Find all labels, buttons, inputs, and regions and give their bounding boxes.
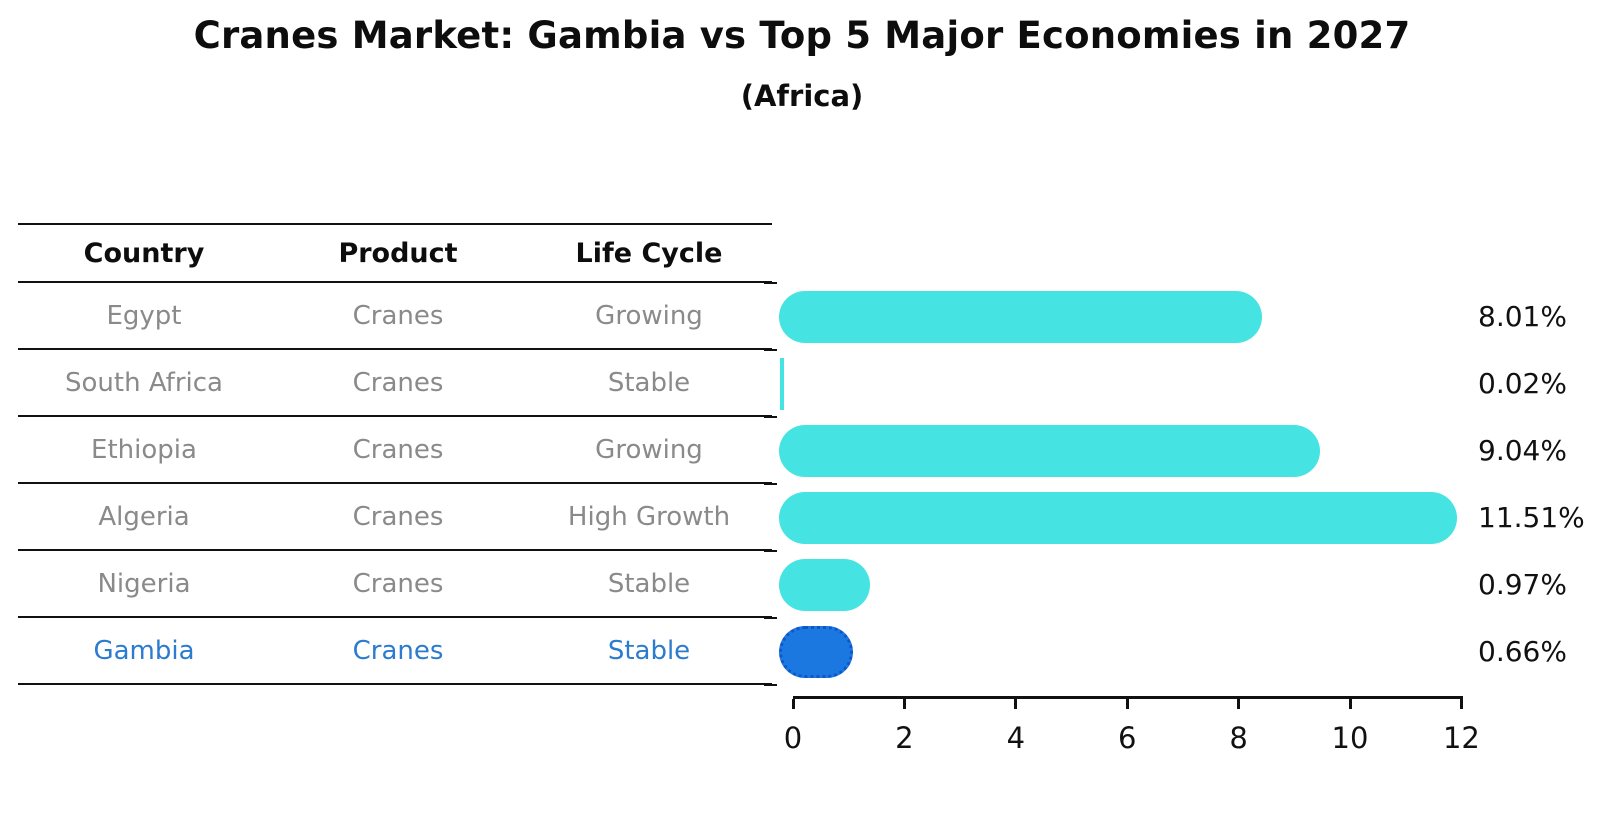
product-cell: Cranes — [352, 434, 444, 465]
product-cell: Cranes — [352, 367, 444, 398]
table-row: Ethiopia Cranes Growing — [18, 417, 772, 484]
country-cell: Algeria — [98, 501, 190, 532]
chart-title: Cranes Market: Gambia vs Top 5 Major Eco… — [193, 14, 1411, 57]
bar — [779, 492, 1457, 544]
x-axis-tick — [1125, 699, 1129, 709]
bar — [780, 358, 784, 410]
lifecycle-cell: High Growth — [567, 501, 731, 532]
bar-value-label: 11.51% — [1478, 501, 1585, 534]
x-axis-line — [793, 696, 1463, 699]
x-axis-tick-label: 0 — [783, 721, 803, 755]
table-row: South Africa Cranes Stable — [18, 350, 772, 417]
country-cell: Gambia — [93, 635, 195, 666]
table-row: Egypt Cranes Growing — [18, 283, 772, 350]
bar-value-label: 0.02% — [1478, 367, 1567, 400]
y-axis-tick — [764, 617, 777, 619]
country-cell: Ethiopia — [91, 434, 197, 465]
table-header-lifecycle: Life Cycle — [575, 237, 723, 269]
x-axis-tick — [1014, 699, 1018, 709]
bar-value-label: 8.01% — [1478, 300, 1567, 333]
table-row: Algeria Cranes High Growth — [18, 484, 772, 551]
table-body: Egypt Cranes Growing South Africa Cranes… — [18, 283, 772, 685]
bar-value-label: 0.97% — [1478, 568, 1567, 601]
x-axis-tick — [1237, 699, 1241, 709]
country-cell: Egypt — [106, 300, 182, 331]
bar-value-label: 0.66% — [1478, 635, 1567, 668]
bar — [779, 626, 853, 678]
x-axis-tick — [791, 699, 795, 709]
table-row: Gambia Cranes Stable — [18, 618, 772, 685]
bar-row: 9.04% — [778, 417, 1604, 484]
y-axis-tick — [764, 684, 777, 686]
product-cell: Cranes — [352, 501, 444, 532]
y-axis-tick — [764, 282, 777, 284]
lifecycle-cell: Growing — [595, 300, 703, 331]
y-axis-tick — [764, 416, 777, 418]
lifecycle-cell: Stable — [607, 635, 691, 666]
x-axis-tick-label: 12 — [1442, 721, 1480, 755]
country-cell: Nigeria — [97, 568, 191, 599]
x-axis-tick-label: 4 — [1006, 721, 1026, 755]
bar-row: 0.02% — [778, 350, 1604, 417]
bar — [779, 425, 1320, 477]
y-axis-tick — [764, 550, 777, 552]
product-cell: Cranes — [352, 568, 444, 599]
product-cell: Cranes — [352, 300, 444, 331]
bar-row: 0.66% — [778, 618, 1604, 685]
x-axis-tick — [1459, 699, 1463, 709]
bar-row: 8.01% — [778, 283, 1604, 350]
x-axis-tick — [902, 699, 906, 709]
bar — [779, 559, 870, 611]
lifecycle-cell: Stable — [607, 568, 691, 599]
bar-row: 0.97% — [778, 551, 1604, 618]
x-axis-tick-label: 8 — [1229, 721, 1248, 755]
table-row: Nigeria Cranes Stable — [18, 551, 772, 618]
chart-subtitle: (Africa) — [740, 79, 864, 113]
y-axis-tick — [764, 483, 777, 485]
x-axis-tick-label: 10 — [1331, 721, 1369, 755]
lifecycle-cell: Growing — [595, 434, 703, 465]
product-cell: Cranes — [352, 635, 444, 666]
bar-plot-area: 8.01% 0.02% 9.04% 11.51% 0.97% 0.66% — [778, 283, 1604, 685]
country-cell: South Africa — [65, 367, 223, 398]
x-axis-tick — [1348, 699, 1352, 709]
bar — [779, 291, 1262, 343]
y-axis-tick — [764, 349, 777, 351]
country-table: Country Product Life Cycle Egypt Cranes … — [18, 223, 772, 685]
x-axis-tick-label: 2 — [895, 721, 914, 755]
table-header-row: Country Product Life Cycle — [18, 225, 772, 283]
bar-value-label: 9.04% — [1478, 434, 1567, 467]
x-axis-tick-label: 6 — [1117, 721, 1137, 755]
lifecycle-cell: Stable — [607, 367, 691, 398]
table-header-country: Country — [83, 237, 205, 269]
bar-row: 11.51% — [778, 484, 1604, 551]
table-header-product: Product — [338, 237, 458, 269]
